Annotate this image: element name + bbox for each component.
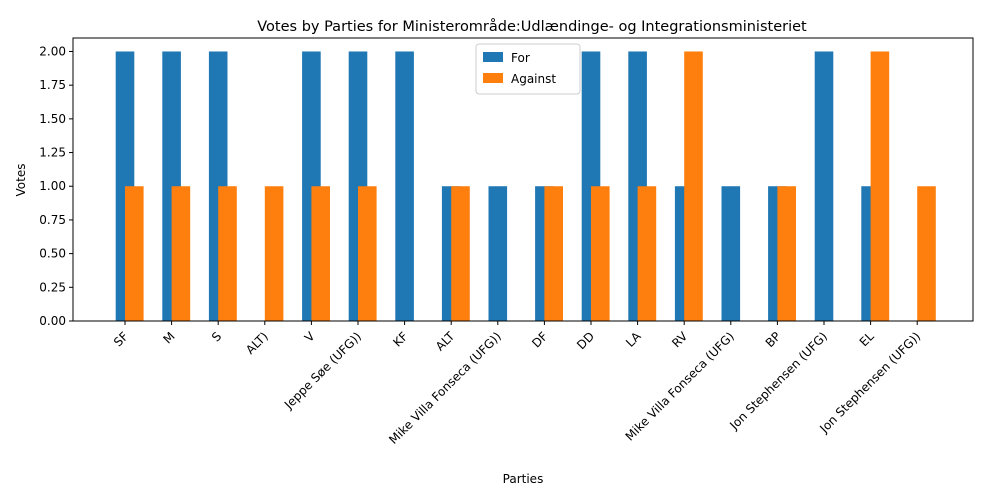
y-tick-label: 0.00 — [39, 314, 66, 328]
plot-area — [115, 51, 936, 321]
legend-label-against: Against — [511, 72, 556, 86]
bar-against-1 — [171, 186, 191, 321]
y-tick-label: 1.00 — [39, 179, 66, 193]
bar-against-0 — [125, 186, 144, 321]
bar-for-6 — [395, 51, 414, 321]
legend-swatch-against — [483, 73, 503, 83]
legend-swatch-for — [483, 52, 503, 62]
bar-against-5 — [358, 186, 377, 321]
bar-against-9 — [544, 186, 563, 321]
bar-against-2 — [218, 186, 237, 321]
y-axis-title: Votes — [14, 164, 28, 197]
plot-frame — [72, 37, 974, 322]
bar-for-8 — [488, 186, 508, 321]
bar-for-15 — [814, 51, 834, 321]
bar-against-11 — [637, 186, 657, 321]
y-tick-label: 0.75 — [39, 213, 66, 227]
legend-label-for: For — [511, 51, 530, 65]
y-tick-label: 1.25 — [39, 146, 66, 160]
y-axis: 0.00 0.25 0.50 0.75 1.00 1.25 1.50 1.75 2.00 — [39, 44, 73, 328]
y-tick-label: 2.00 — [39, 44, 66, 58]
x-axis-title: Parties — [503, 472, 544, 486]
chart-title: Votes by Parties for Ministerområde:Udlæ… — [257, 18, 807, 35]
bar-against-16 — [870, 51, 890, 321]
y-tick-label: 0.50 — [39, 247, 66, 261]
bar-against-4 — [311, 186, 330, 321]
bar-against-14 — [777, 186, 796, 321]
bar-against-3 — [264, 186, 284, 321]
bar-against-12 — [684, 51, 703, 321]
bar-against-7 — [451, 186, 470, 321]
legend: For Against — [475, 43, 581, 95]
bar-for-13 — [721, 186, 741, 321]
bar-against-17 — [917, 186, 936, 321]
bar-against-10 — [591, 186, 610, 321]
y-tick-label: 1.75 — [39, 78, 66, 92]
y-tick-label: 1.50 — [39, 112, 66, 126]
y-tick-label: 0.25 — [39, 280, 66, 294]
